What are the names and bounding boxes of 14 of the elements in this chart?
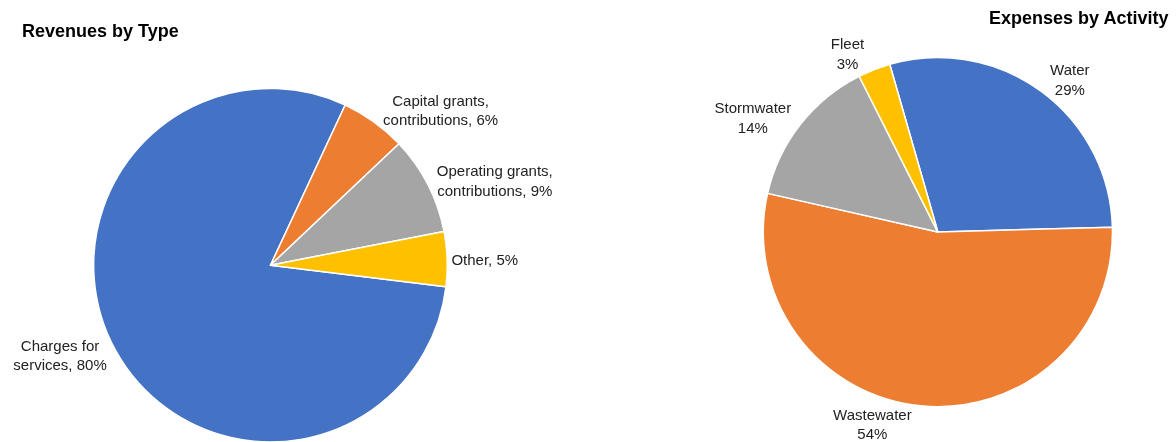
data-label: 14% (737, 118, 768, 136)
slice-label: Charges for services, 80% (13, 336, 107, 374)
data-label: 3% (836, 54, 859, 72)
slice-label: Fleet (830, 35, 866, 53)
slice-label: Other, 5% (451, 250, 519, 268)
slice-label: Capital grants, contributions, 6% (383, 91, 499, 129)
slice-label: Water (1050, 61, 1090, 79)
slice-label: Wastewater (833, 405, 912, 423)
data-label: 54% (857, 425, 888, 442)
chart-title: Expenses by Activity (989, 8, 1169, 28)
data-label: 29% (1054, 80, 1085, 98)
slice-label: Operating grants, contributions, 9% (436, 162, 553, 199)
chart-title: Revenues by Type (22, 21, 179, 41)
slice-label: Stormwater (714, 99, 792, 117)
